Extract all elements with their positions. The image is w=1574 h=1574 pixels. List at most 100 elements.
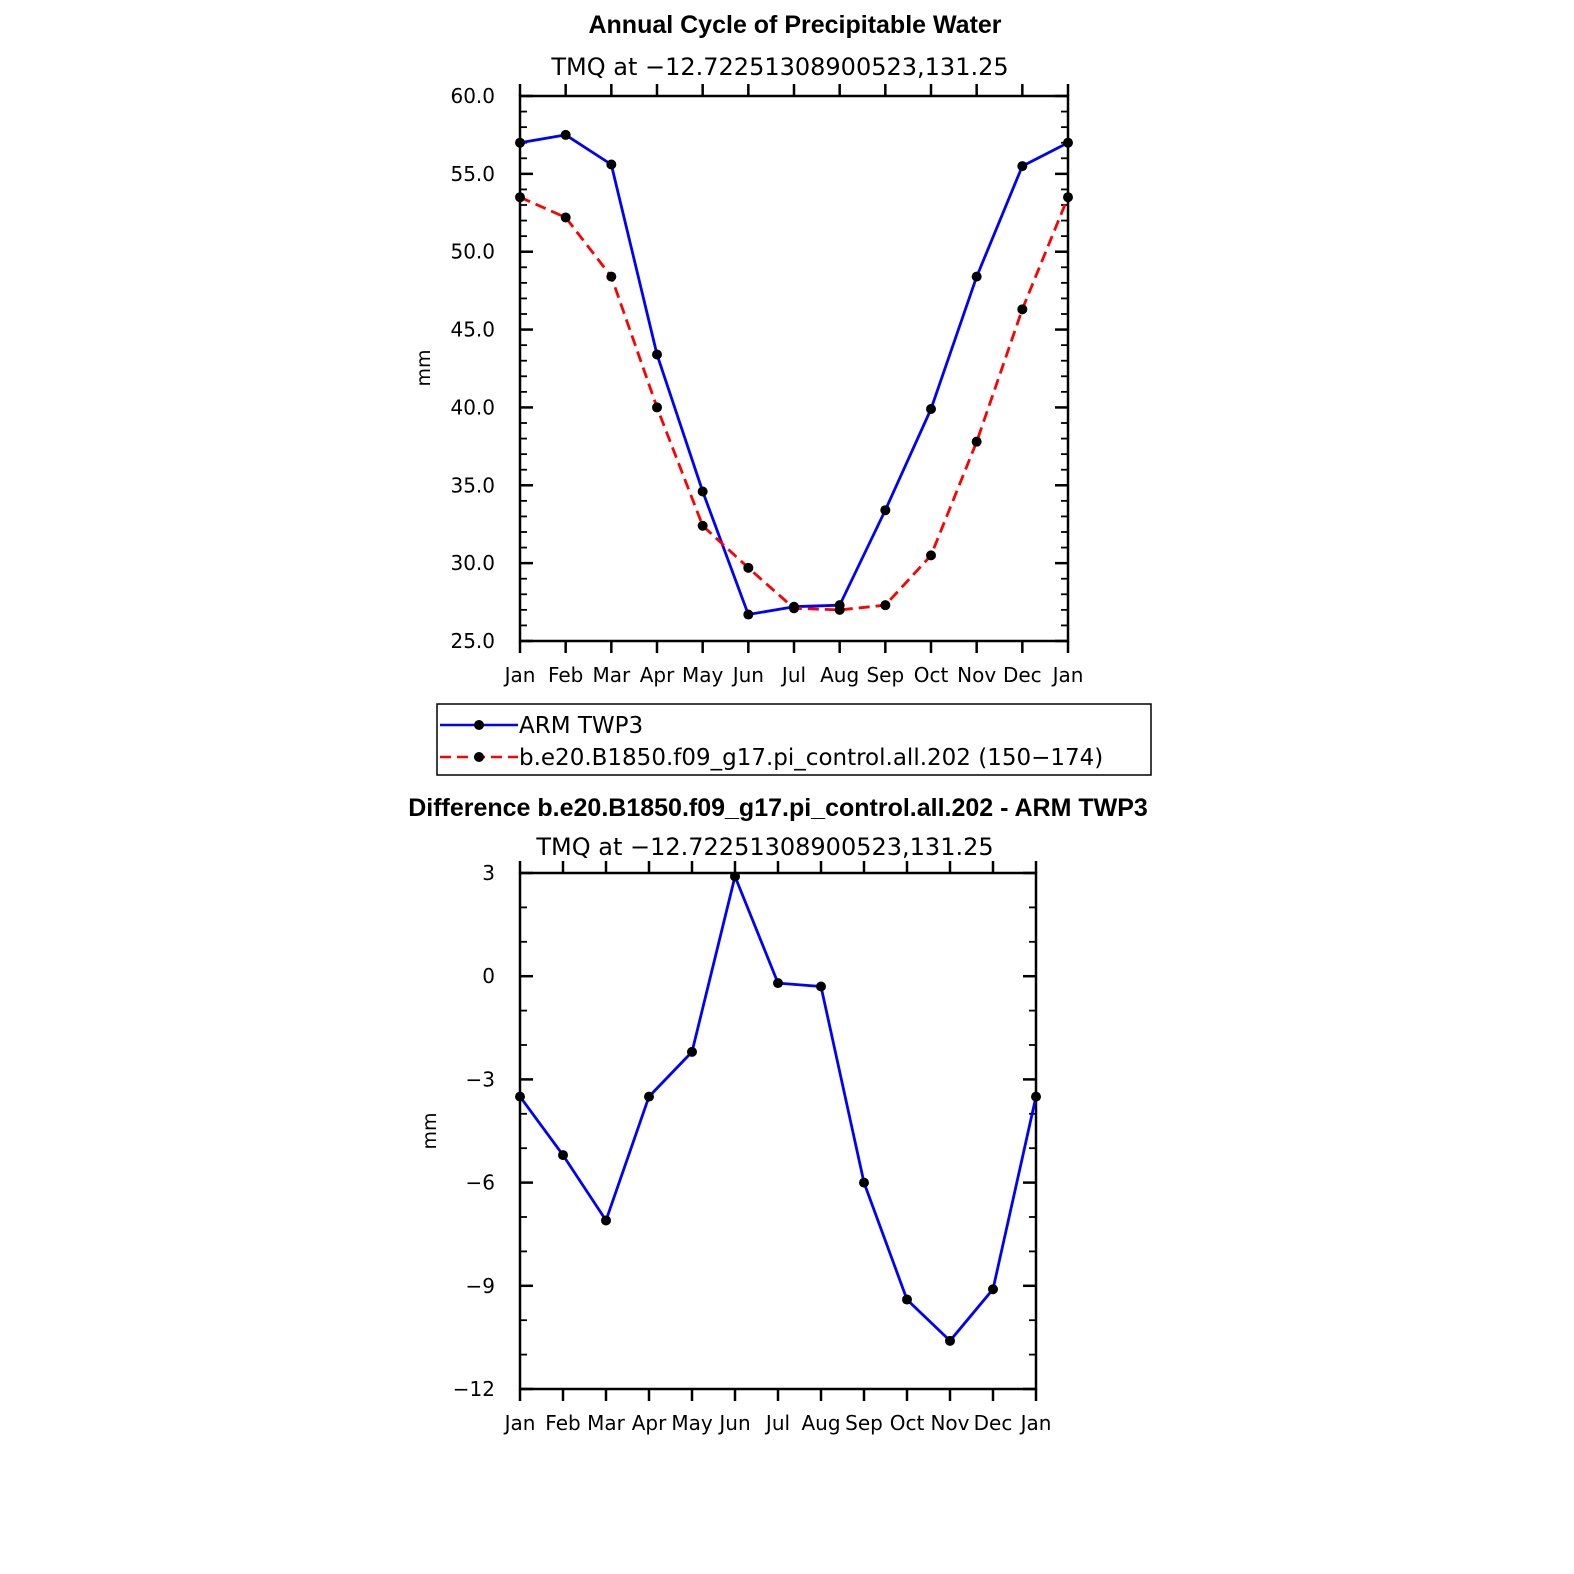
data-point bbox=[560, 212, 571, 223]
legend-box bbox=[436, 703, 1152, 776]
x-tick-label: Jul bbox=[780, 663, 806, 687]
x-tick-label: Feb bbox=[548, 663, 583, 687]
x-tick-label: Mar bbox=[587, 1411, 626, 1435]
x-tick-label: Jan bbox=[1019, 1411, 1052, 1435]
y-tick-label: 0 bbox=[482, 964, 495, 988]
data-point bbox=[606, 159, 617, 170]
data-point bbox=[945, 1335, 955, 1346]
legend-marker-model bbox=[474, 752, 484, 762]
chart2-ticks: Jan Feb Mar Apr May Jun Jul Aug Sep Oct Nov Dec Jan−… bbox=[453, 861, 1052, 1435]
y-tick-label: 35.0 bbox=[450, 473, 495, 497]
data-point bbox=[730, 871, 740, 882]
annual-cycle-chart: Annual Cycle of Precipitable Water TMQ a… bbox=[413, 11, 1152, 776]
y-tick-label: −12 bbox=[453, 1377, 495, 1401]
chart1-legend: ARM TWP3 b.e20.B1850.f09_g17.pi_control.… bbox=[436, 703, 1152, 776]
x-tick-label: Apr bbox=[640, 663, 675, 687]
series-line-1 bbox=[519, 195, 1070, 612]
y-tick-label: 50.0 bbox=[450, 240, 495, 264]
x-tick-label: May bbox=[671, 1411, 713, 1435]
y-tick-label: 55.0 bbox=[450, 162, 495, 186]
data-point bbox=[926, 550, 936, 561]
data-point bbox=[697, 520, 708, 531]
data-point bbox=[1031, 1091, 1041, 1102]
data-point bbox=[515, 137, 525, 148]
y-tick-label: 60.0 bbox=[450, 84, 495, 108]
data-point bbox=[902, 1294, 912, 1305]
chart2-ylabel: mm bbox=[419, 1112, 441, 1149]
data-point bbox=[515, 1091, 525, 1102]
data-point bbox=[816, 981, 826, 992]
chart1-subtitle: TMQ at −12.72251308900523,131.25 bbox=[550, 53, 1008, 81]
data-point bbox=[644, 1091, 654, 1102]
data-point bbox=[988, 1284, 998, 1295]
y-tick-label: 3 bbox=[482, 861, 495, 885]
chart2-subtitle: TMQ at −12.72251308900523,131.25 bbox=[535, 833, 993, 861]
y-tick-label: −6 bbox=[466, 1171, 495, 1195]
chart1-series bbox=[515, 129, 1073, 620]
chart2-plot-frame bbox=[518, 871, 1038, 1391]
data-point bbox=[652, 349, 662, 360]
chart2-series bbox=[515, 871, 1041, 1346]
data-point bbox=[971, 271, 982, 282]
chart1-ticks: Jan Feb Mar Apr May Jun Jul Aug Sep Oct Nov Dec Jan 2… bbox=[450, 84, 1083, 687]
data-point bbox=[606, 271, 617, 282]
y-tick-label: 25.0 bbox=[450, 629, 495, 653]
x-tick-label: May bbox=[682, 663, 724, 687]
data-point bbox=[926, 403, 936, 414]
x-tick-label: Jan bbox=[503, 1411, 536, 1435]
legend-label-arm: ARM TWP3 bbox=[519, 713, 643, 739]
x-tick-label: Apr bbox=[632, 1411, 667, 1435]
chart1-ylabel: mm bbox=[413, 349, 435, 386]
data-point bbox=[834, 604, 845, 615]
data-point bbox=[1063, 137, 1073, 148]
data-point bbox=[773, 978, 783, 989]
data-point bbox=[1063, 192, 1073, 203]
data-point bbox=[560, 129, 571, 140]
x-tick-label: Dec bbox=[1003, 663, 1042, 687]
data-point bbox=[697, 486, 708, 497]
x-tick-label: Sep bbox=[845, 1411, 883, 1435]
data-point bbox=[743, 562, 754, 573]
x-tick-label: Oct bbox=[914, 663, 949, 687]
data-point bbox=[687, 1046, 697, 1057]
x-tick-label: Dec bbox=[974, 1411, 1013, 1435]
chart2-title: Difference b.e20.B1850.f09_g17.pi_contro… bbox=[408, 794, 1148, 822]
y-tick-label: 45.0 bbox=[450, 318, 495, 342]
difference-chart: Difference b.e20.B1850.f09_g17.pi_contro… bbox=[408, 794, 1148, 1435]
x-tick-label: Aug bbox=[820, 663, 859, 687]
x-tick-label: Aug bbox=[801, 1411, 840, 1435]
data-point bbox=[880, 505, 891, 516]
data-point bbox=[789, 603, 799, 614]
data-point bbox=[515, 192, 525, 203]
x-tick-label: Mar bbox=[592, 663, 631, 687]
x-tick-label: Jun bbox=[717, 1411, 750, 1435]
x-tick-label: Jul bbox=[764, 1411, 790, 1435]
data-point bbox=[601, 1215, 611, 1226]
x-tick-label: Nov bbox=[957, 663, 996, 687]
x-tick-label: Jan bbox=[1051, 663, 1084, 687]
y-tick-label: 40.0 bbox=[450, 395, 495, 419]
chart1-title: Annual Cycle of Precipitable Water bbox=[588, 11, 1001, 39]
y-tick-label: −3 bbox=[466, 1067, 495, 1091]
x-tick-label: Nov bbox=[930, 1411, 969, 1435]
legend-marker-arm bbox=[474, 720, 484, 730]
data-point bbox=[859, 1177, 869, 1188]
data-point bbox=[558, 1150, 568, 1161]
data-point bbox=[652, 402, 662, 413]
x-tick-label: Jan bbox=[503, 663, 536, 687]
data-point bbox=[971, 436, 982, 447]
data-point bbox=[743, 609, 754, 620]
data-point bbox=[1017, 304, 1028, 315]
series-line-0 bbox=[519, 133, 1069, 616]
data-point bbox=[1017, 161, 1028, 172]
legend-label-model: b.e20.B1850.f09_g17.pi_control.all.202 (… bbox=[519, 745, 1103, 771]
y-tick-label: 30.0 bbox=[450, 551, 495, 575]
x-tick-label: Oct bbox=[890, 1411, 925, 1435]
series-line-0 bbox=[518, 875, 1038, 1343]
data-point bbox=[880, 600, 891, 611]
x-tick-label: Jun bbox=[731, 663, 764, 687]
chart1-plot-frame bbox=[518, 94, 1070, 643]
y-tick-label: −9 bbox=[466, 1274, 495, 1298]
x-tick-label: Sep bbox=[866, 663, 904, 687]
